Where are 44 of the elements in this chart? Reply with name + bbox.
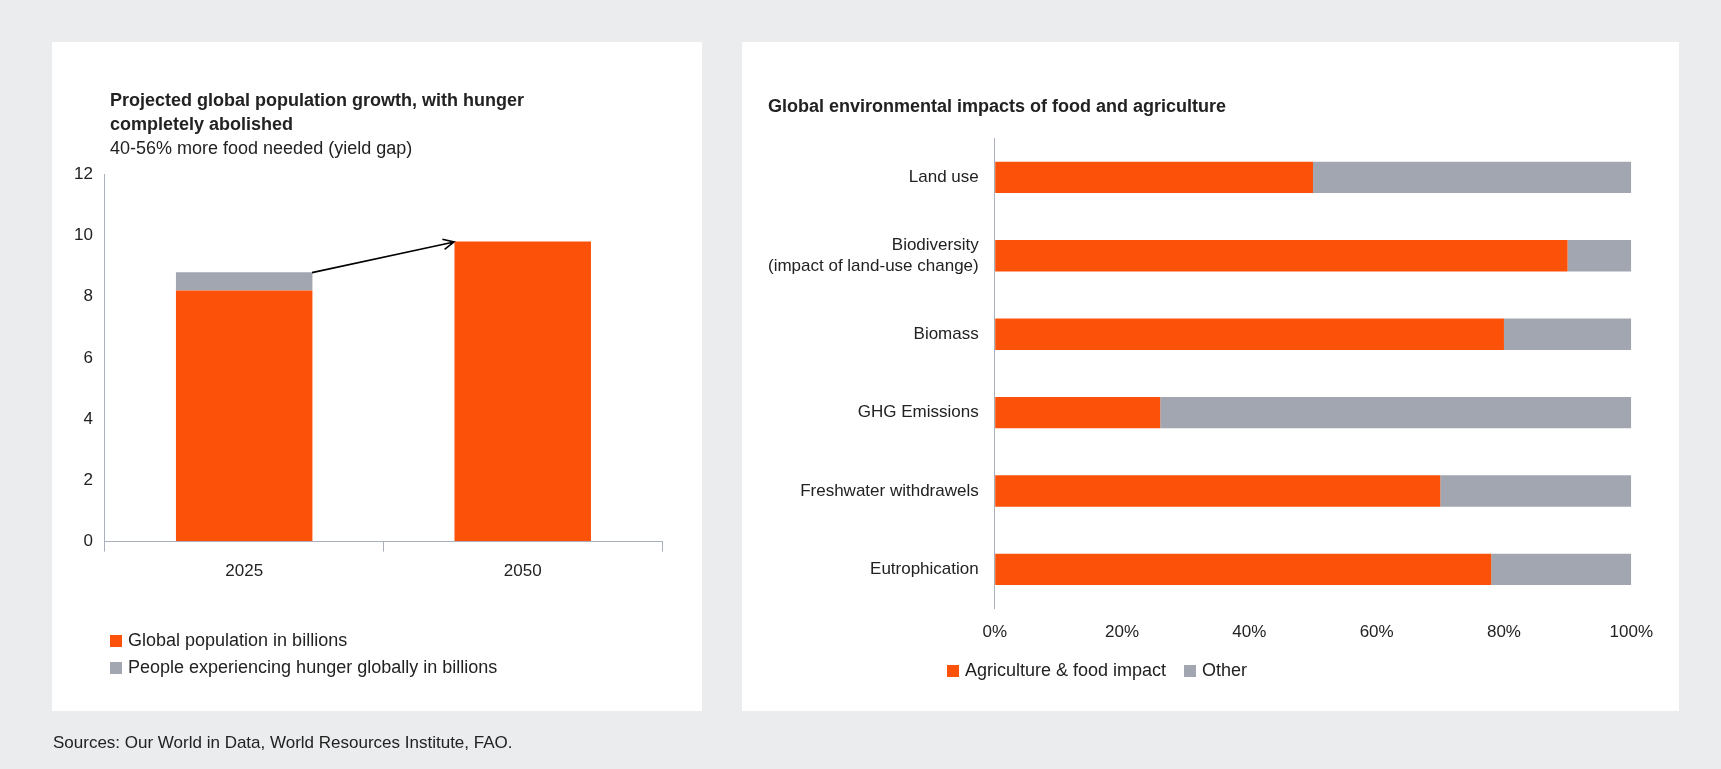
source-note: Sources: Our World in Data, World Resources Institute, FAO.	[53, 733, 513, 753]
bar	[1312, 161, 1632, 194]
y-tick-label: Land use	[908, 167, 979, 187]
chart-title: Projected global population growth, with hunger completely abolished	[110, 89, 525, 136]
y-tick-label: 12	[73, 163, 93, 183]
x-tick-label: 60%	[1359, 622, 1394, 642]
bar	[995, 161, 1313, 194]
bar	[1567, 240, 1632, 272]
y-tick-label: Eutrophication	[870, 559, 979, 579]
y-tick-label: Biomass	[913, 323, 979, 343]
y-tick-label: 8	[83, 286, 93, 306]
legend-label: Agriculture & food impact	[965, 660, 1167, 681]
bar	[995, 553, 1492, 586]
x-tick-label: 0%	[982, 622, 1008, 642]
x-tick-label: 80%	[1486, 622, 1521, 642]
x-tick-label: 2025	[225, 561, 264, 581]
y-tick-label: 0	[83, 531, 93, 551]
legend-label: Other	[1202, 660, 1248, 681]
bar	[995, 475, 1441, 507]
y-tick-label: 4	[83, 408, 93, 428]
bar	[995, 240, 1568, 272]
bar	[995, 396, 1161, 429]
chart-title: Global environmental impacts of food and agriculture	[768, 95, 1228, 118]
x-tick-label: 100%	[1609, 622, 1653, 642]
y-tick-label: 2	[83, 470, 93, 490]
y-tick-label: 6	[83, 347, 93, 367]
bar	[1160, 396, 1632, 429]
y-tick-label: Freshwater withdrawels	[800, 480, 979, 500]
bar	[454, 241, 591, 542]
x-tick-label: 20%	[1105, 622, 1140, 642]
bar	[1503, 318, 1632, 350]
bar	[1440, 475, 1632, 507]
bar	[175, 272, 313, 291]
y-tick-label: Biodiversity (impact of land-use change)	[767, 235, 980, 275]
bar	[995, 318, 1504, 350]
legend-label: People experiencing hunger globally in billions	[128, 657, 498, 678]
legend-label: Global population in billions	[128, 630, 348, 651]
y-tick-label: GHG Emissions	[857, 402, 979, 422]
bar	[175, 290, 313, 542]
chart-subtitle: 40-56% more food needed (yield gap)	[110, 138, 413, 159]
x-tick-label: 2050	[503, 561, 542, 581]
y-tick-label: 10	[73, 225, 93, 245]
bar	[1491, 553, 1632, 586]
x-tick-label: 40%	[1232, 622, 1267, 642]
